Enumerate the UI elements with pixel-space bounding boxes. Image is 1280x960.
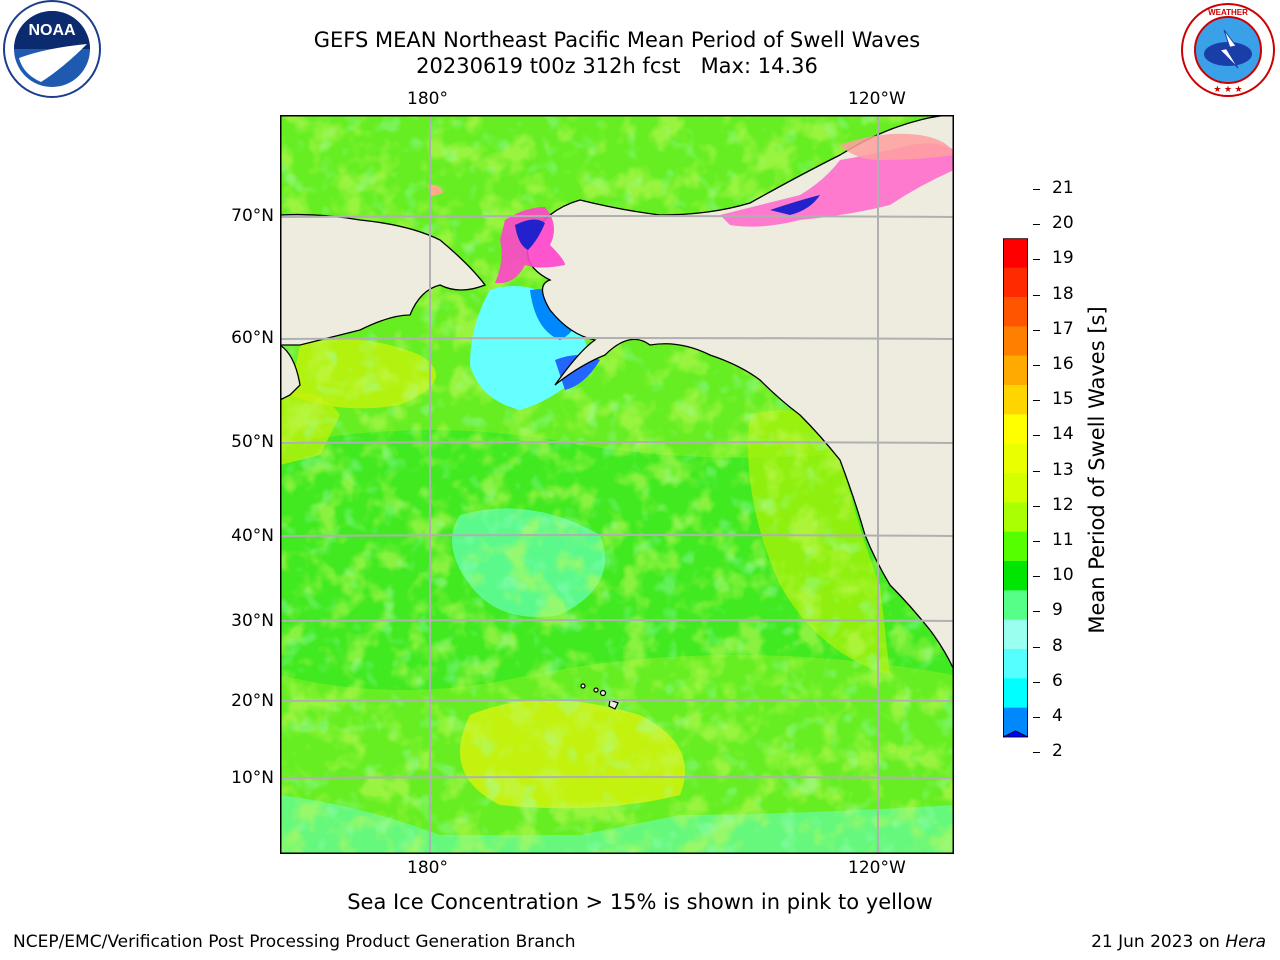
- lon-label-bottom-120w: 120°W: [848, 858, 906, 878]
- colorbar-tick-label: 11: [1052, 530, 1074, 550]
- colorbar-segment: [1003, 297, 1028, 327]
- map-panel: [280, 115, 954, 854]
- colorbar-tick-label: 17: [1052, 318, 1074, 339]
- colorbar-segment: [1003, 619, 1028, 650]
- colorbar-tick-label: 18: [1052, 283, 1074, 304]
- colorbar-tick-label: 10: [1052, 565, 1074, 586]
- colorbar-tick-mark: [1033, 435, 1040, 437]
- colorbar-tick-mark: [1033, 329, 1040, 331]
- asia-land: [280, 213, 487, 346]
- bristol-bay-short-period: [555, 355, 600, 390]
- colorbar-tick-label: 8: [1052, 635, 1063, 656]
- colorbar-tick-mark: [1033, 470, 1040, 472]
- sea-ice-beaufort: [720, 143, 954, 227]
- colorbar-tick-mark: [1033, 717, 1040, 718]
- lat-label-20n: 20°N: [231, 691, 274, 711]
- lat-label-40n: 40°N: [231, 526, 274, 546]
- colorbar-segment: [1003, 326, 1028, 357]
- lon-label-top-120w: 120°W: [848, 89, 906, 109]
- colorbar-tick-label: 2: [1052, 741, 1063, 762]
- colorbar-tick-label: 15: [1052, 389, 1074, 410]
- sea-ice-wrangel: [428, 184, 443, 197]
- colorbar-segment: [1003, 473, 1028, 503]
- sea-ice-canada: [840, 133, 954, 160]
- colorbar-segment: [1003, 443, 1028, 474]
- footer-left: NCEP/EMC/Verification Post Processing Pr…: [13, 932, 576, 952]
- colorbar-segment: [1003, 238, 1028, 269]
- gridlines: [280, 115, 954, 854]
- colorbar-tick-label: 20: [1052, 213, 1074, 234]
- colorbar-tick-mark: [1033, 541, 1040, 542]
- colorbar-tick-mark: [1033, 365, 1040, 366]
- colorbar-tick-mark: [1033, 505, 1040, 507]
- lat-label-60n: 60°N: [231, 328, 274, 348]
- colorbar-tick-label: 4: [1052, 706, 1063, 726]
- noaa-logo: NOAA: [1, 0, 103, 100]
- colorbar-segment: [1003, 502, 1028, 533]
- colorbar-tick-mark: [1033, 611, 1040, 613]
- colorbar-tick-label: 9: [1052, 600, 1063, 621]
- noaa-logo-text: NOAA: [28, 22, 76, 39]
- colorbar-segment: [1003, 531, 1028, 562]
- colorbar-segment: [1003, 590, 1028, 621]
- chart-subtitle: 20230619 t00z 312h fcst Max: 14.36: [416, 54, 818, 78]
- colorbar-segment: [1003, 267, 1028, 298]
- colorbar-segment: [1003, 649, 1028, 679]
- colorbar-segment: [1003, 385, 1028, 415]
- colorbar-frame: [1003, 238, 1028, 737]
- colorbar-tick-label: 13: [1052, 459, 1074, 480]
- footer-right: 21 Jun 2023 on Hera: [1091, 932, 1266, 952]
- colorbar-segment: [1003, 414, 1028, 445]
- colorbar-tick-label: 19: [1052, 248, 1074, 269]
- colorbar-tick-mark: [1033, 259, 1040, 261]
- sea-ice-beaufort-core: [770, 195, 820, 215]
- colorbar: [1003, 238, 1029, 738]
- colorbar-tick-mark: [1033, 189, 1040, 190]
- colorbar-tick-mark: [1033, 681, 1040, 683]
- lat-label-50n: 50°N: [231, 432, 274, 452]
- colorbar-label: Mean Period of Swell Waves [s]: [1085, 306, 1109, 634]
- lat-label-30n: 30°N: [231, 611, 274, 631]
- colorbar-tick-mark: [1033, 752, 1040, 754]
- colorbar-tick-label: 6: [1052, 670, 1063, 691]
- colorbar-segment: [1003, 355, 1028, 386]
- sea-ice-chukchi-core: [515, 219, 545, 250]
- colorbar-tick-mark: [1033, 294, 1040, 296]
- nws-logo: WEATHER ★ ★ ★: [1178, 2, 1278, 98]
- sea-ice-note: Sea Ice Concentration > 15% is shown in …: [347, 890, 933, 914]
- svg-text:★ ★ ★: ★ ★ ★: [1213, 84, 1242, 94]
- colorbar-tick-mark: [1033, 576, 1040, 578]
- svg-text:WEATHER: WEATHER: [1208, 8, 1248, 17]
- colorbar-tick-mark: [1033, 224, 1040, 226]
- kamchatka-land: [280, 344, 301, 401]
- colorbar-segment: [1003, 678, 1028, 709]
- lat-label-70n: 70°N: [231, 206, 274, 226]
- colorbar-tick-label: 12: [1052, 494, 1074, 515]
- lat-label-10n: 10°N: [231, 768, 274, 788]
- lon-label-top-180: 180°: [407, 89, 448, 109]
- chart-title: GEFS MEAN Northeast Pacific Mean Period …: [313, 28, 921, 52]
- colorbar-segment: [1003, 561, 1028, 591]
- lon-label-bottom-180: 180°: [407, 858, 448, 878]
- north-america-land: [526, 115, 954, 671]
- hawaiian-islands: [580, 683, 619, 710]
- map-frame: [280, 115, 954, 854]
- colorbar-tick-label: 21: [1052, 178, 1074, 198]
- colorbar-extend-triangle: [1003, 730, 1029, 738]
- colorbar-tick-label: 16: [1052, 354, 1074, 374]
- colorbar-tick-mark: [1033, 400, 1040, 402]
- colorbar-tick-mark: [1033, 646, 1040, 648]
- footer-host: Hera: [1225, 932, 1266, 952]
- footer-date: 21 Jun 2023 on: [1091, 932, 1226, 952]
- colorbar-tick-label: 14: [1052, 424, 1074, 445]
